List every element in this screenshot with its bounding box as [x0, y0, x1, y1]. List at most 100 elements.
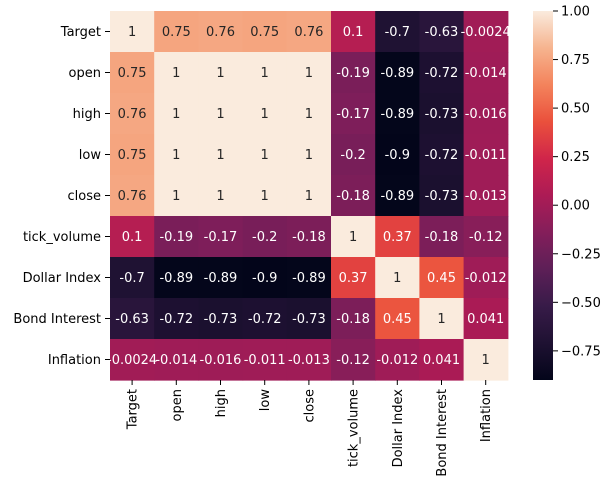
heatmap-cell [198, 175, 244, 217]
heatmap-cell [375, 52, 420, 94]
heatmap-cell [198, 339, 244, 381]
cell-value-label: -0.72 [159, 312, 193, 327]
cell-value-label: 0.76 [294, 25, 323, 40]
cell-value-label: -0.17 [204, 230, 238, 245]
heatmap-cell [110, 93, 155, 135]
heatmap-cell [110, 257, 155, 299]
cell-value-label: -0.18 [336, 312, 370, 327]
cell-value-label: -0.19 [336, 66, 370, 81]
y-tick-label: high [73, 107, 101, 122]
heatmap-cell [331, 339, 376, 381]
cell-value-label: 1 [172, 148, 180, 163]
cell-value-label: -0.9 [385, 148, 410, 163]
heatmap-cell [419, 52, 465, 94]
heatmap-cell [331, 93, 376, 135]
heatmap-cell [286, 257, 332, 299]
cell-value-label: 1 [261, 189, 269, 204]
heatmap-cell [375, 216, 420, 258]
heatmap-cell [331, 52, 376, 94]
cell-value-label: 1 [216, 148, 224, 163]
cell-value-label: 1 [216, 66, 224, 81]
heatmap-cell [286, 298, 332, 340]
cell-value-label: -0.012 [376, 353, 418, 368]
heatmap-cell [331, 257, 376, 299]
colorbar-tick-label: 0.25 [561, 150, 590, 165]
cell-value-label: 0.45 [383, 312, 412, 327]
heatmap-cell [375, 93, 420, 135]
heatmap-cell [286, 11, 332, 53]
heatmap-cell [242, 134, 288, 176]
heatmap-cell [242, 257, 288, 299]
cell-value-label: 1 [172, 189, 180, 204]
cell-value-label: -0.2 [340, 148, 365, 163]
cell-value-label: 1 [261, 66, 269, 81]
x-tick-label: Dollar Index [391, 389, 406, 468]
heatmap-cell [242, 11, 288, 53]
heatmap-cell [463, 175, 509, 217]
cell-value-label: 0.1 [343, 25, 364, 40]
heatmap-cell [463, 257, 509, 299]
cell-value-label: 0.041 [423, 353, 460, 368]
heatmap-cell [419, 11, 465, 53]
cell-value-label: -0.72 [425, 66, 459, 81]
cell-value-label: 0.041 [467, 312, 504, 327]
heatmap-cell [110, 11, 155, 53]
heatmap-cell [419, 298, 465, 340]
y-tick-label: close [68, 189, 101, 204]
heatmap-cell [242, 298, 288, 340]
cell-value-label: 1 [437, 312, 445, 327]
heatmap-cell [198, 93, 244, 135]
cell-value-label: -0.12 [469, 230, 503, 245]
cell-value-label: -0.011 [244, 353, 286, 368]
heatmap-cells [110, 11, 509, 381]
heatmap-cell [419, 175, 465, 217]
y-tick-label: tick_volume [23, 230, 101, 245]
heatmap-cell [198, 134, 244, 176]
cell-value-label: 1 [172, 107, 180, 122]
cell-value-label: 1 [305, 148, 313, 163]
cell-value-label: 0.75 [250, 25, 279, 40]
y-tick-label: Inflation [48, 353, 101, 368]
cell-value-label: -0.89 [292, 271, 326, 286]
x-tick-label: open [170, 389, 185, 421]
heatmap-cell [463, 339, 509, 381]
heatmap-cell [286, 216, 332, 258]
x-tick-label: tick_volume [347, 389, 362, 467]
cell-value-label: -0.89 [204, 271, 238, 286]
cell-value-label: -0.18 [292, 230, 326, 245]
heatmap-cell [154, 52, 199, 94]
heatmap-cell [331, 11, 376, 53]
heatmap-cell [419, 257, 465, 299]
heatmap-cell [154, 134, 199, 176]
colorbar: 1.00 0.75 0.50 0.25 0.00 −0.25 −0.50 −0.75 [533, 5, 601, 380]
colorbar-tick-label: 0.75 [561, 53, 590, 68]
y-tick-label: Bond Interest [13, 312, 101, 327]
cell-value-label: -0.016 [465, 107, 507, 122]
cell-value-label: -0.63 [115, 312, 149, 327]
heatmap-cell [110, 175, 155, 217]
heatmap-cell [419, 339, 465, 381]
cell-value-label: 0.76 [118, 107, 147, 122]
heatmap-cell [286, 52, 332, 94]
colorbar-tick-label: −0.25 [561, 247, 601, 262]
x-tick-label: low [258, 389, 273, 412]
heatmap-cell [463, 298, 509, 340]
cell-value-label: 1 [349, 230, 357, 245]
colorbar-tick-label: 0.00 [561, 199, 590, 214]
cell-value-label: 1 [172, 66, 180, 81]
heatmap-cell [198, 298, 244, 340]
y-tick-label: Target [60, 25, 101, 40]
cell-value-label: 0.45 [427, 271, 456, 286]
heatmap-cell [242, 175, 288, 217]
cell-value-label: -0.016 [200, 353, 242, 368]
cell-value-label: -0.17 [336, 107, 370, 122]
heatmap-cell [198, 216, 244, 258]
cell-value-label: -0.89 [380, 107, 414, 122]
cell-value-label: -0.73 [292, 312, 326, 327]
heatmap-cell [331, 298, 376, 340]
cell-value-label: -0.89 [380, 189, 414, 204]
cell-value-label: 0.76 [118, 189, 147, 204]
x-tick-label: close [302, 389, 317, 422]
cell-value-label: -0.19 [159, 230, 193, 245]
